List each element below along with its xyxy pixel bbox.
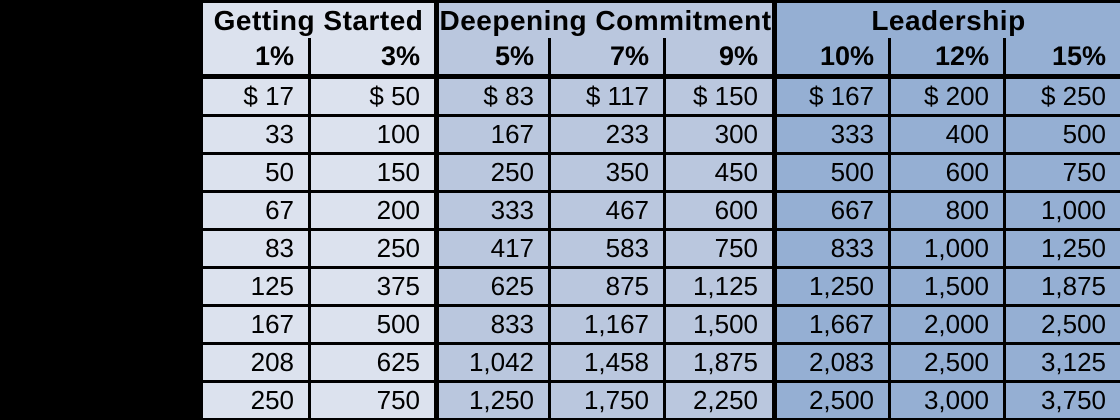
amount-cell: 100 [307, 114, 439, 155]
amount-cell: 500 [1003, 114, 1120, 155]
amount-cell: $ 17 [200, 75, 311, 117]
amount-cell: 600 [663, 190, 777, 231]
table-row: 167 500 833 1,167 1,500 1,667 2,000 2,500 [200, 304, 1120, 345]
group-header-leadership: Leadership [772, 0, 1120, 38]
column-header-1pct: 1% [200, 38, 311, 79]
amount-cell: 375 [307, 266, 439, 307]
amount-cell: 125 [200, 266, 311, 307]
table-body: $ 17 $ 50 $ 83 $ 117 $ 150 $ 167 $ 200 $ 250 33 1… [200, 75, 1120, 420]
amount-cell: 167 [434, 114, 552, 155]
amount-cell: 1,250 [1003, 228, 1120, 269]
table-row: $ 17 $ 50 $ 83 $ 117 $ 150 $ 167 $ 200 $ 250 [200, 75, 1120, 117]
amount-cell: 1,167 [548, 304, 667, 345]
amount-cell: 350 [548, 152, 667, 193]
amount-cell: 1,750 [548, 380, 667, 420]
column-header-9pct: 9% [663, 38, 777, 79]
amount-cell: $ 250 [1003, 75, 1120, 117]
amount-cell: 2,500 [772, 380, 892, 420]
amount-cell: 1,125 [663, 266, 777, 307]
amount-cell: 400 [888, 114, 1007, 155]
amount-cell: 875 [548, 266, 667, 307]
amount-cell: 250 [307, 228, 439, 269]
table-row: 250 750 1,250 1,750 2,250 2,500 3,000 3,750 [200, 380, 1120, 420]
amount-cell: 2,500 [888, 342, 1007, 383]
amount-cell: $ 117 [548, 75, 667, 117]
amount-cell: 750 [307, 380, 439, 420]
table-row: 67 200 333 467 600 667 800 1,000 [200, 190, 1120, 231]
amount-cell: 583 [548, 228, 667, 269]
amount-cell: 3,000 [888, 380, 1007, 420]
amount-cell: 2,500 [1003, 304, 1120, 345]
amount-cell: 250 [434, 152, 552, 193]
table-header: Getting Started Deepening Commitment Lea… [199, 0, 1120, 79]
table-row: 125 375 625 875 1,125 1,250 1,500 1,875 [200, 266, 1120, 307]
amount-cell: 233 [548, 114, 667, 155]
amount-cell: 1,042 [434, 342, 552, 383]
amount-cell: 1,875 [1003, 266, 1120, 307]
column-header-10pct: 10% [772, 38, 892, 79]
amount-cell: 1,250 [772, 266, 892, 307]
amount-cell: $ 167 [772, 75, 892, 117]
amount-cell: 333 [772, 114, 892, 155]
amount-cell: 200 [307, 190, 439, 231]
amount-cell: 1,500 [663, 304, 777, 345]
percent-header-row: 1% 3% 5% 7% 9% 10% 12% 15% [200, 38, 1120, 79]
amount-cell: 500 [772, 152, 892, 193]
amount-cell: $ 50 [307, 75, 439, 117]
amount-cell: 333 [434, 190, 552, 231]
column-header-7pct: 7% [548, 38, 667, 79]
amount-cell: 208 [200, 342, 311, 383]
amount-cell: 450 [663, 152, 777, 193]
amount-cell: 833 [434, 304, 552, 345]
amount-cell: 2,083 [772, 342, 892, 383]
amount-cell: 3,750 [1003, 380, 1120, 420]
amount-cell: 467 [548, 190, 667, 231]
amount-cell: 667 [772, 190, 892, 231]
amount-cell: 750 [663, 228, 777, 269]
amount-cell: 250 [200, 380, 311, 420]
table-row: 208 625 1,042 1,458 1,875 2,083 2,500 3,125 [200, 342, 1120, 383]
amount-cell: 750 [1003, 152, 1120, 193]
amount-cell: 625 [307, 342, 439, 383]
amount-cell: 150 [307, 152, 439, 193]
amount-cell: 1,000 [888, 228, 1007, 269]
amount-cell: 50 [200, 152, 311, 193]
amount-cell: 1,667 [772, 304, 892, 345]
amount-cell: 67 [200, 190, 311, 231]
amount-cell: $ 200 [888, 75, 1007, 117]
group-header-getting-started: Getting Started [199, 0, 439, 38]
amount-cell: $ 150 [663, 75, 777, 117]
amount-cell: 167 [200, 304, 311, 345]
column-header-5pct: 5% [434, 38, 552, 79]
column-header-15pct: 15% [1003, 38, 1120, 79]
column-header-12pct: 12% [888, 38, 1007, 79]
amount-cell: 300 [663, 114, 777, 155]
amount-cell: 800 [888, 190, 1007, 231]
amount-cell: 625 [434, 266, 552, 307]
amount-cell: 1,000 [1003, 190, 1120, 231]
group-header-row: Getting Started Deepening Commitment Lea… [199, 0, 1120, 38]
amount-cell: 2,000 [888, 304, 1007, 345]
amount-cell: 1,458 [548, 342, 667, 383]
amount-cell: 83 [200, 228, 311, 269]
table-row: 83 250 417 583 750 833 1,000 1,250 [200, 228, 1120, 269]
amount-cell: 500 [307, 304, 439, 345]
table-row: 33 100 167 233 300 333 400 500 [200, 114, 1120, 155]
amount-cell: 417 [434, 228, 552, 269]
amount-cell: 833 [772, 228, 892, 269]
column-header-3pct: 3% [307, 38, 439, 79]
amount-cell: 33 [200, 114, 311, 155]
group-header-deepening-commitment: Deepening Commitment [434, 0, 777, 38]
giving-table: Getting Started Deepening Commitment Lea… [199, 0, 1120, 420]
amount-cell: 1,250 [434, 380, 552, 420]
amount-cell: 3,125 [1003, 342, 1120, 383]
amount-cell: 2,250 [663, 380, 777, 420]
table-row: 50 150 250 350 450 500 600 750 [200, 152, 1120, 193]
amount-cell: $ 83 [434, 75, 552, 117]
amount-cell: 600 [888, 152, 1007, 193]
amount-cell: 1,500 [888, 266, 1007, 307]
amount-cell: 1,875 [663, 342, 777, 383]
